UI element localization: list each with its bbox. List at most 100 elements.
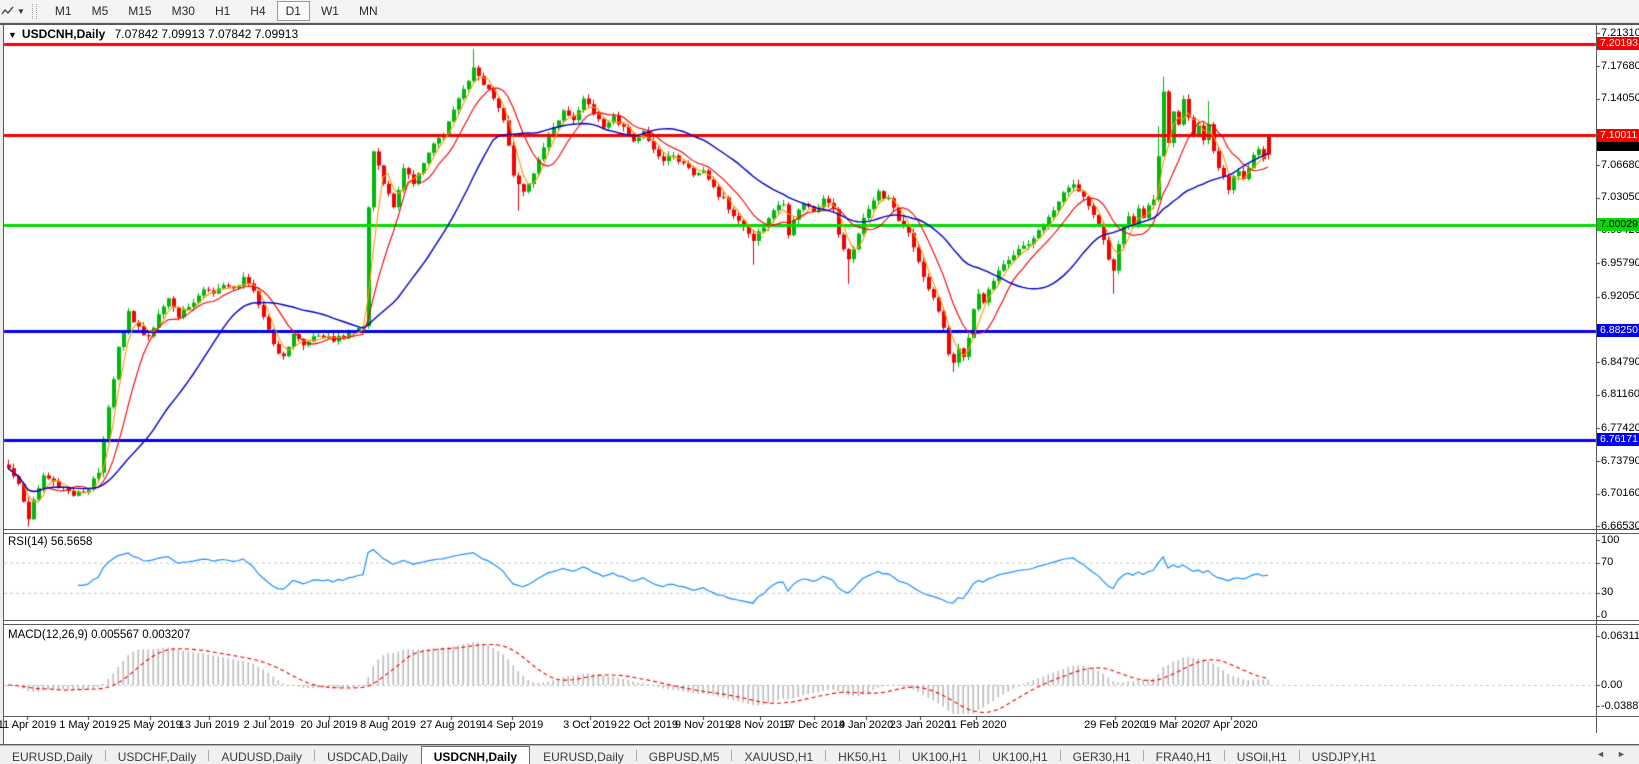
chart-title-symbol: USDCNH,Daily (21, 27, 106, 41)
timeframe-buttons: M1 M5 M15 M30 H1 H4 D1 W1 MN (45, 1, 388, 21)
rsi-axis-label: 30 (1601, 586, 1614, 599)
tab-separator (104, 750, 106, 761)
rsi-axis-label: 70 (1601, 556, 1614, 569)
chart-frame-left (3, 23, 4, 744)
tab-separator (979, 750, 981, 761)
toolbar-grip[interactable] (31, 3, 37, 19)
price-axis-line (1596, 25, 1597, 733)
price-axis-label: 6.77420 (1601, 421, 1639, 434)
price-axis-label: 7.06680 (1601, 158, 1639, 171)
chart-title-ohlc: 7.07842 7.09913 7.07842 7.09913 (114, 27, 299, 41)
chart-frame-bottom (0, 744, 1639, 745)
macd-axis-label: 0.00 (1601, 678, 1623, 691)
chart-tab-usoil-h1[interactable]: USOil,H1 (1236, 749, 1287, 764)
date-axis-label: 13 Jun 2019 (178, 719, 240, 731)
tab-separator (1298, 750, 1300, 761)
chart-tab-uk100-h1[interactable]: UK100,H1 (911, 749, 968, 764)
timeframe-button-m15[interactable]: M15 (128, 4, 152, 18)
price-axis-label: 6.81160 (1601, 388, 1639, 401)
tab-separator (731, 750, 733, 761)
date-axis-label: 11 Apr 2019 (0, 719, 57, 731)
date-axis-label: 9 Nov 2019 (674, 719, 732, 731)
price-axis-label: 6.66530 (1601, 519, 1639, 532)
chart-tab-eurusd-daily[interactable]: EURUSD,Daily (543, 749, 624, 764)
date-axis-label: 17 Dec 2019 (782, 719, 846, 731)
chart-tab-usdchf-daily[interactable]: USDCHF,Daily (117, 749, 197, 764)
date-axis-label: 4 Jan 2020 (838, 719, 894, 731)
chart-tab-usdcad-daily[interactable]: USDCAD,Daily (327, 749, 408, 764)
date-axis-label: 29 Feb 2020 (1084, 719, 1146, 731)
rsi-indicator-label: RSI(14) 56.5658 (8, 536, 93, 548)
date-axis-label: 3 Oct 2019 (563, 719, 617, 731)
price-axis-label: 7.03050 (1601, 191, 1639, 204)
price-axis-label: 7.21310 (1601, 26, 1639, 39)
price-axis-label: 7.14050 (1601, 92, 1639, 105)
chart-line-icon[interactable]: ▼ (0, 5, 25, 18)
rsi-macd-divider[interactable] (4, 620, 1639, 621)
date-axis-label: 25 May 2019 (118, 719, 182, 731)
date-axis-label: 11 Feb 2020 (945, 719, 1007, 731)
tab-separator (1142, 750, 1144, 761)
date-axis-label: 7 Apr 2020 (1204, 719, 1258, 731)
chevron-down-icon[interactable]: ▼ (17, 6, 25, 16)
timeframe-toolbar: ▼ M1 M5 M15 M30 H1 H4 D1 W1 MN (0, 0, 1639, 23)
price-line-badge: 7.20193 (1597, 37, 1639, 50)
chart-frame-top (0, 23, 1639, 25)
timeframe-button-w1[interactable]: W1 (320, 4, 339, 18)
chart-tab-gbpusd-m5[interactable]: GBPUSD,M5 (648, 749, 720, 764)
main-rsi-divider[interactable] (4, 529, 1639, 530)
triangle-down-icon[interactable]: ▼ (8, 30, 17, 40)
price-axis-label: 6.84790 (1601, 355, 1639, 368)
price-axis-label: 6.73790 (1601, 454, 1639, 467)
arrow-right-icon[interactable]: ► (1617, 749, 1626, 759)
macd-axis-label: -0.038872 (1601, 699, 1639, 712)
chart-tab-uk100-h1[interactable]: UK100,H1 (992, 749, 1048, 764)
date-axis-label: 8 Aug 2019 (360, 719, 416, 731)
price-line-badge: 7.00029 (1597, 218, 1639, 232)
macd-axis-label: 0.063113 (1601, 629, 1639, 642)
chart-tab-fra40-h1[interactable]: FRA40,H1 (1155, 749, 1212, 764)
arrow-left-icon[interactable]: ◄ (1596, 749, 1605, 759)
timeframe-button-m5[interactable]: M5 (91, 4, 109, 18)
timeframe-button-d1[interactable]: D1 (276, 1, 310, 21)
price-axis-label: 6.95790 (1601, 256, 1639, 269)
chart-tab-audusd-daily[interactable]: AUDUSD,Daily (221, 749, 303, 764)
date-axis-label: 28 Nov 2019 (728, 719, 792, 731)
chart-tab-usdjpy-h1[interactable]: USDJPY,H1 (1311, 749, 1377, 764)
price-axis-label: 7.17680 (1601, 59, 1639, 72)
timeframe-button-mn[interactable]: MN (358, 4, 378, 18)
price-line-badge: 6.76171 (1597, 433, 1639, 447)
chart-tab-hk50-h1[interactable]: HK50,H1 (838, 749, 887, 764)
price-line-badge: 6.88250 (1597, 324, 1639, 338)
timeframe-button-m1[interactable]: M1 (54, 4, 72, 18)
price-axis-label: 6.92050 (1601, 290, 1639, 303)
chart-title: ▼ USDCNH,Daily 7.07842 7.09913 7.07842 7.… (8, 27, 298, 41)
date-axis-label: 27 Aug 2019 (420, 719, 482, 731)
chart-tab-bar: EURUSD,Daily USDCHF,Daily AUDUSD,Daily USDC… (0, 745, 1639, 764)
tab-separator (635, 750, 637, 761)
date-axis-label: 2 Jul 2019 (243, 719, 295, 731)
macd-panel-top[interactable] (4, 624, 1639, 625)
macd-indicator-label: MACD(12,26,9) 0.005567 0.003207 (8, 629, 191, 641)
rsi-panel-top[interactable] (4, 533, 1639, 534)
time-axis-line (4, 716, 1639, 717)
tab-separator (314, 750, 316, 761)
timeframe-button-h4[interactable]: H4 (250, 4, 266, 18)
tab-separator (1223, 750, 1225, 761)
chart-tab-usdcnh-daily[interactable]: USDCNH,Daily (420, 746, 531, 764)
tab-separator (208, 750, 210, 761)
rsi-axis-label: 0 (1601, 609, 1608, 621)
date-axis-label: 14 Sep 2019 (480, 719, 544, 731)
tab-separator (1059, 750, 1061, 761)
tab-separator (898, 750, 900, 761)
price-line-badge: 7.10011 (1597, 128, 1639, 142)
rsi-axis-label: 100 (1601, 533, 1620, 546)
chart-tab-ger30-h1[interactable]: GER30,H1 (1072, 749, 1131, 764)
timeframe-button-m30[interactable]: M30 (171, 4, 195, 18)
timeframe-button-h1[interactable]: H1 (214, 4, 231, 18)
chart-tab-xauusd-h1[interactable]: XAUUSD,H1 (744, 749, 814, 764)
chart-tab-eurusd-daily[interactable]: EURUSD,Daily (12, 749, 93, 764)
date-axis-label: 1 May 2019 (59, 719, 117, 731)
